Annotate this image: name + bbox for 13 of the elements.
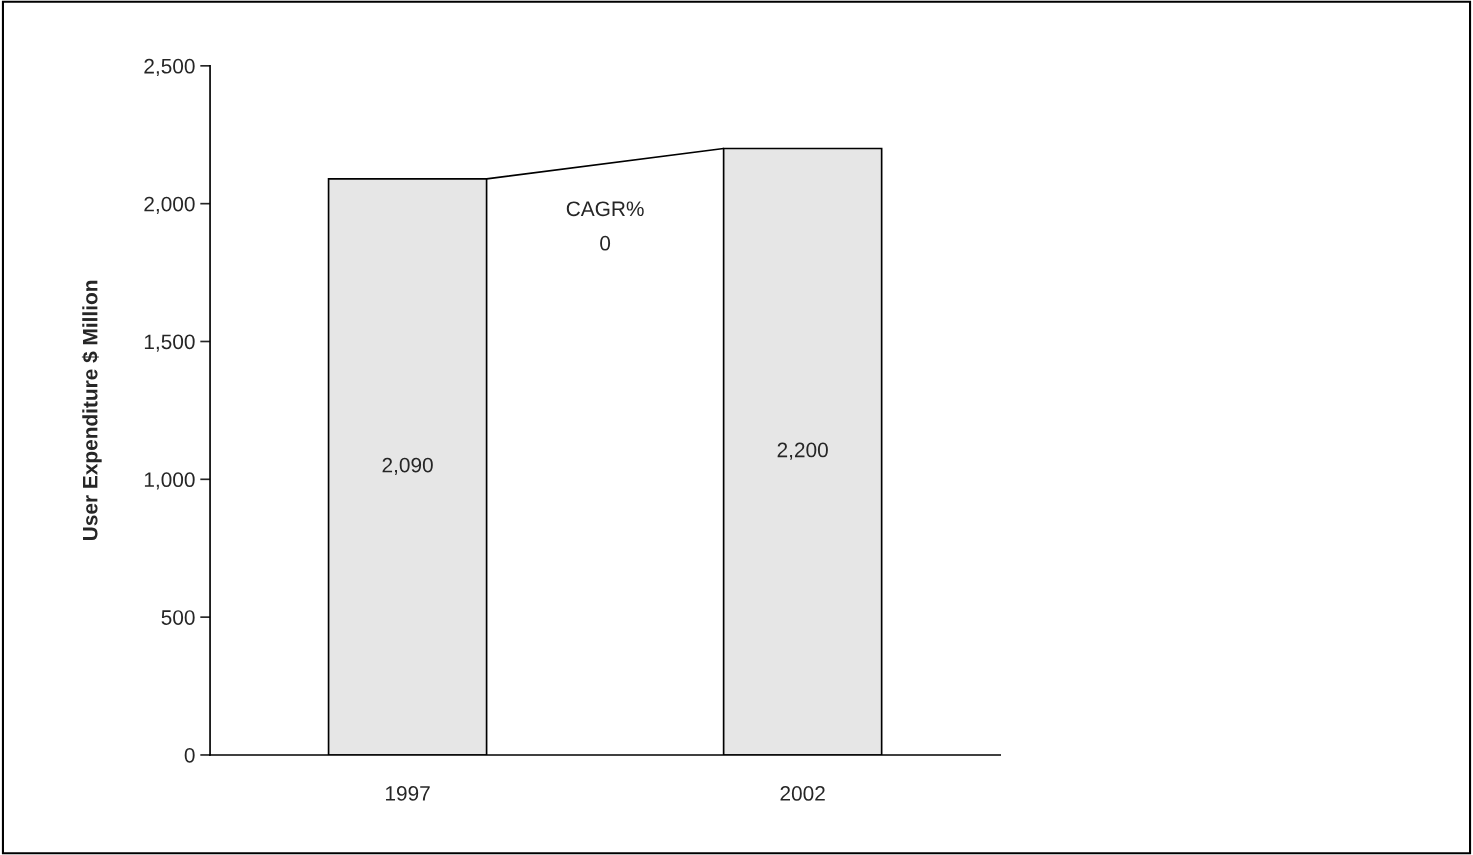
y-tick-label: 1,000 [144, 472, 195, 490]
x-tick-label: 1997 [386, 786, 430, 801]
y-tick-label: 2,000 [144, 196, 195, 214]
y-tick-label: 500 [161, 610, 195, 625]
y-tick-label: 1,500 [144, 334, 195, 352]
y-tick-label: 2,500 [144, 58, 195, 77]
annotation: 0 [600, 235, 611, 251]
data-label: 2,090 [382, 457, 433, 475]
x-tick-label: 2002 [780, 786, 825, 801]
y-axis-title: User Expenditure $ Million [81, 280, 102, 540]
annotation: CAGR% [566, 201, 644, 217]
data-label: 2,200 [777, 442, 828, 460]
y-tick-label: 0 [184, 747, 195, 763]
